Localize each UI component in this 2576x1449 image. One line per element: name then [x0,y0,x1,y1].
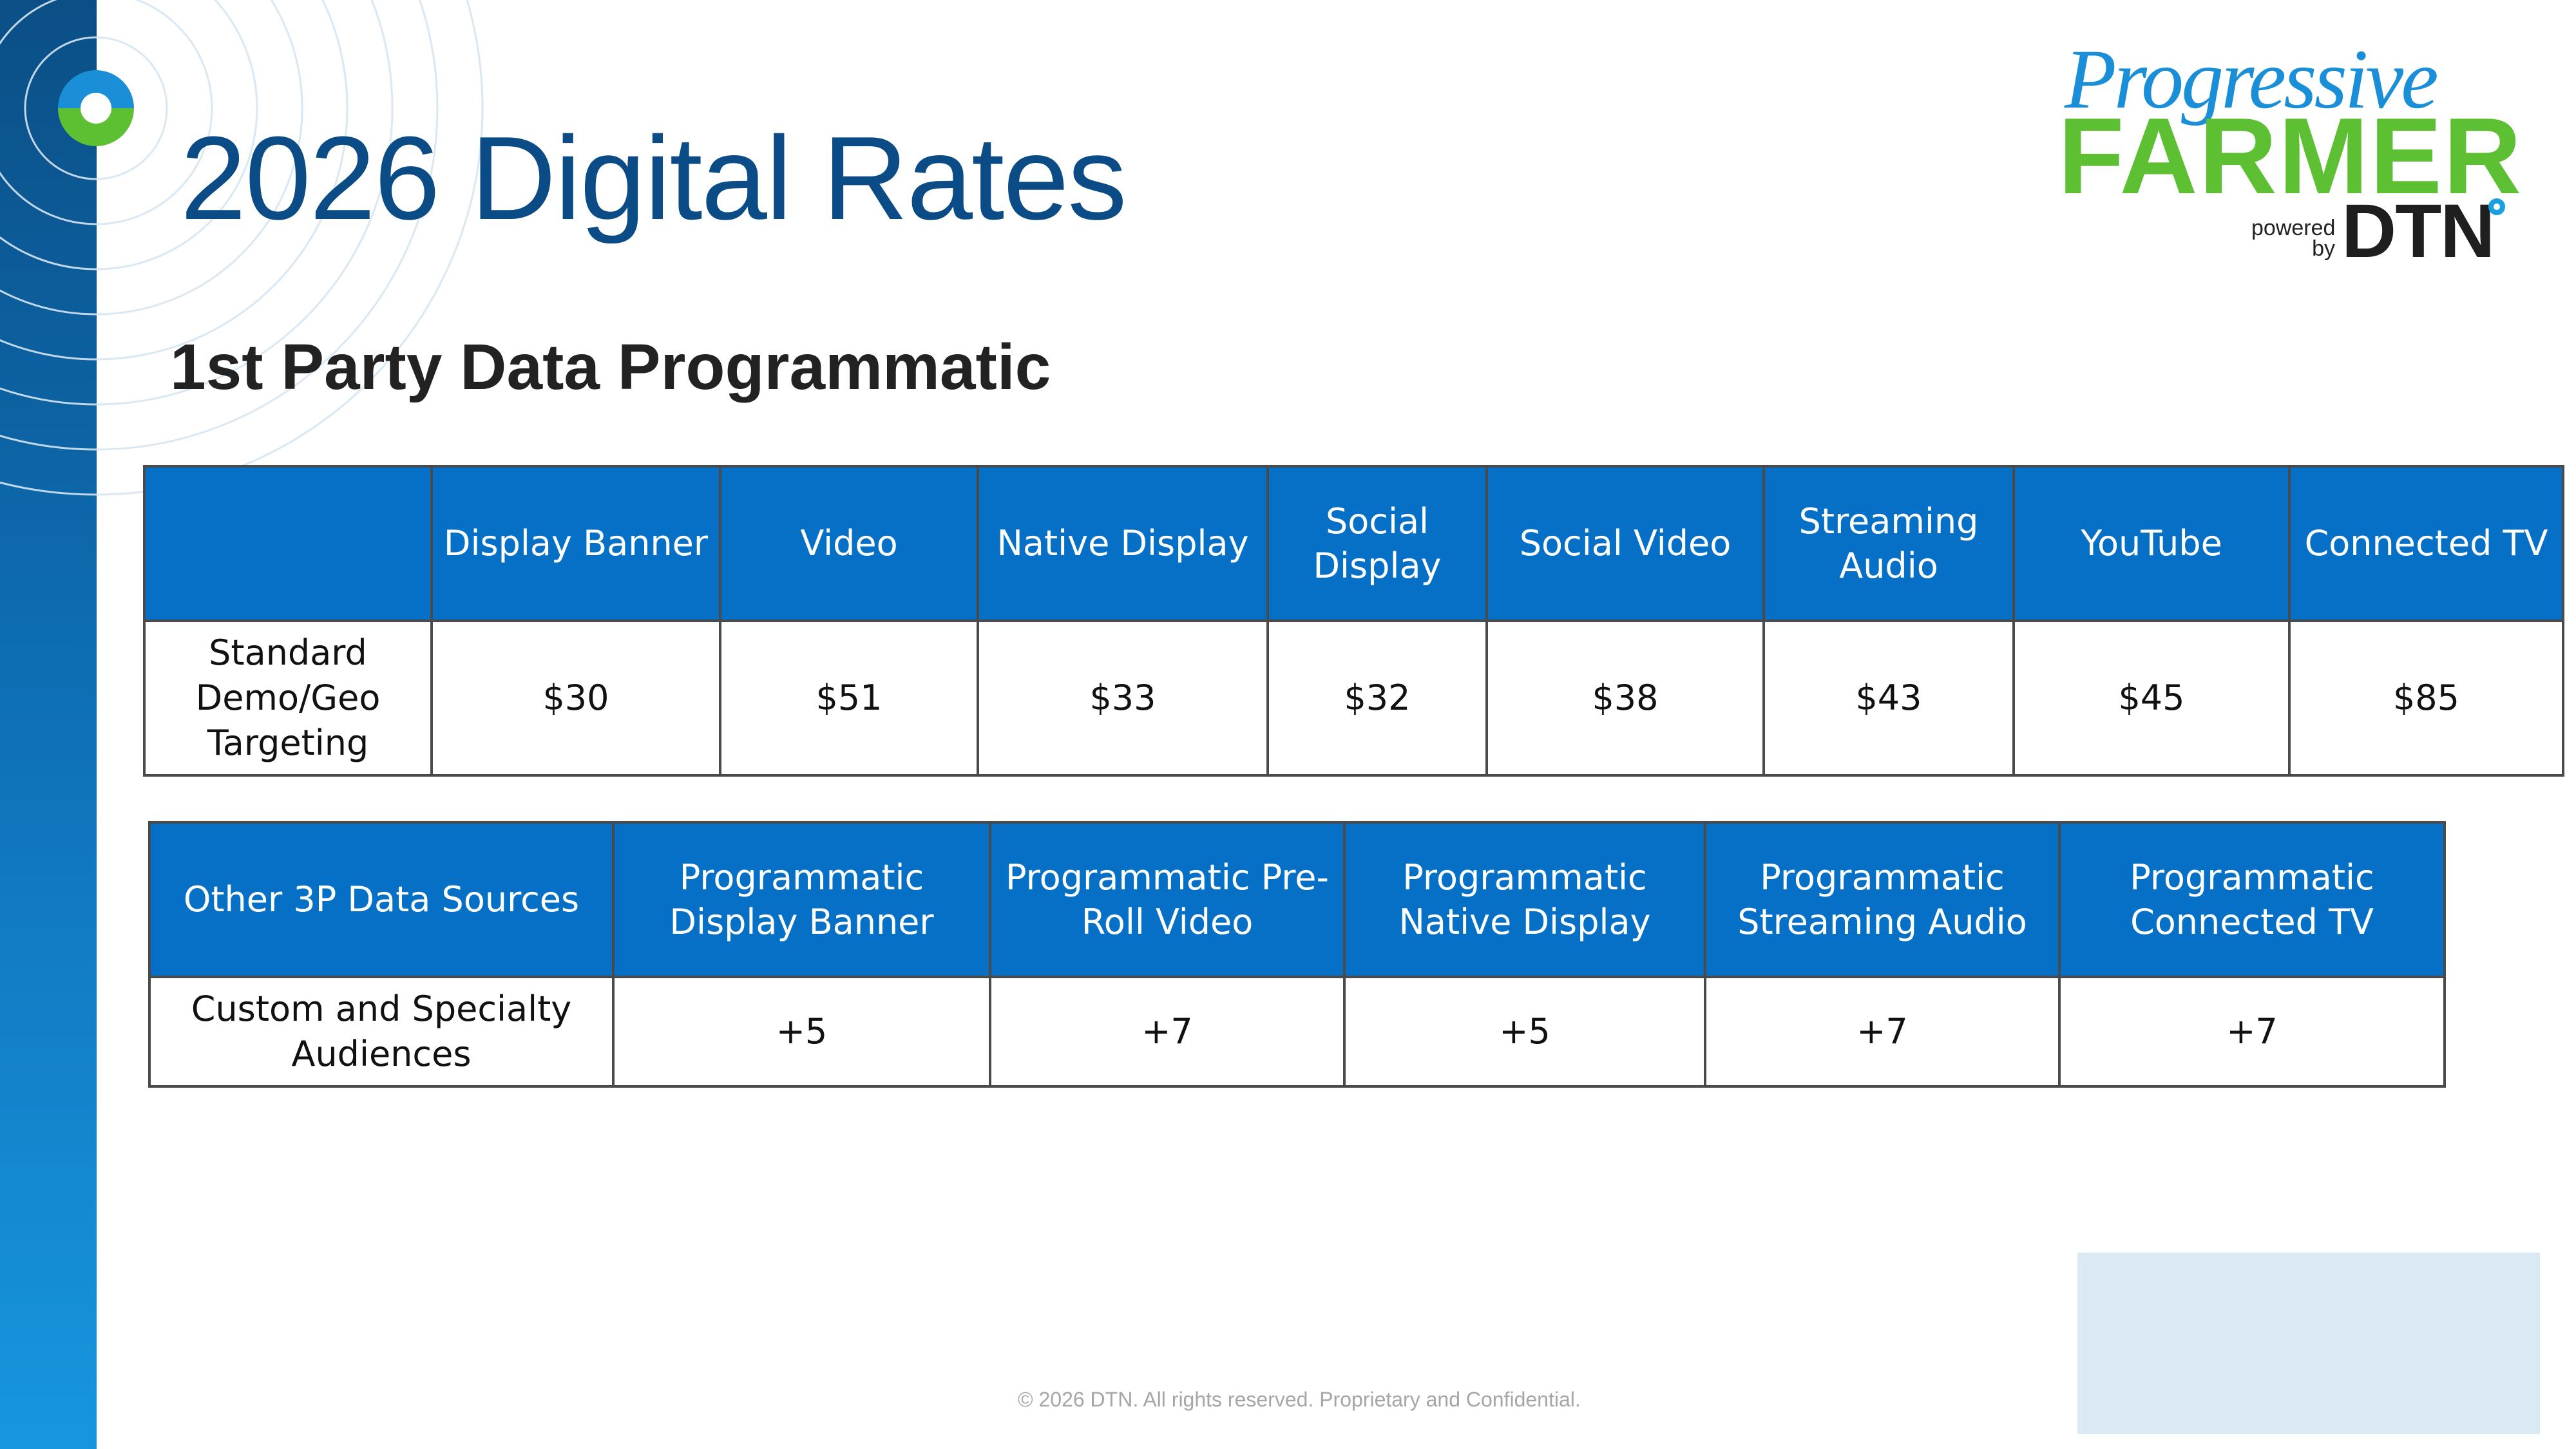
logo-powered-by: powered by [2251,216,2336,261]
rate-cell: $85 [2288,620,2564,777]
logo-powered-text: powered [2251,216,2336,240]
header-cell-social-video: Social Video [1485,465,1765,622]
header-cell-prog-streaming-audio: Programmatic Streaming Audio [1704,821,2061,978]
rate-cell: $33 [977,620,1269,777]
rate-cell: $32 [1266,620,1488,777]
header-cell-display-banner: Display Banner [430,465,721,622]
header-cell-social-display: Social Display [1266,465,1488,622]
surcharge-cell: +7 [2058,976,2446,1088]
first-party-rates-table: Display Banner Video Native Display Soci… [143,465,2564,777]
third-party-data-table: Other 3P Data Sources Programmatic Displ… [148,821,2446,1088]
brand-dot-icon [58,70,134,146]
table-row: Custom and Specialty Audiences +5 +7 +5 … [148,976,2446,1088]
logo-dtn-text: DTN [2342,189,2495,274]
header-cell-youtube: YouTube [2012,465,2291,622]
header-cell-prog-preroll-video: Programmatic Pre-Roll Video [989,821,1346,978]
rate-cell: $43 [1762,620,2015,777]
header-cell-corner [143,465,433,622]
header-cell-other-sources: Other 3P Data Sources [148,821,615,978]
table-header-row: Other 3P Data Sources Programmatic Displ… [148,821,2446,978]
decorative-rings [0,0,580,515]
rate-cell: $45 [2012,620,2291,777]
header-cell-connected-tv: Connected TV [2288,465,2564,622]
left-accent-bar [0,0,97,1449]
rate-cell: $38 [1485,620,1765,777]
table-row: Standard Demo/Geo Targeting $30 $51 $33 … [143,620,2564,777]
header-cell-native-display: Native Display [977,465,1269,622]
header-cell-prog-connected-tv: Programmatic Connected TV [2058,821,2446,978]
row-label-cell: Custom and Specialty Audiences [148,976,615,1088]
logo-farmer-text: FARMER [2058,95,2523,216]
copyright-footer: © 2026 DTN. All rights reserved. Proprie… [1018,1388,1581,1411]
page-title: 2026 Digital Rates [180,111,1127,244]
row-label-cell: Standard Demo/Geo Targeting [143,620,433,777]
header-cell-prog-native-display: Programmatic Native Display [1343,821,1706,978]
header-cell-prog-display-banner: Programmatic Display Banner [612,821,991,978]
surcharge-cell: +5 [1343,976,1706,1088]
logo-progressive-text: Progressive [2065,32,2439,126]
section-subtitle: 1st Party Data Programmatic [170,331,1051,403]
logo-by-text: by [2312,236,2335,261]
surcharge-cell: +7 [989,976,1346,1088]
rate-cell: $30 [430,620,721,777]
placeholder-box [2077,1253,2540,1434]
logo-ring-icon [2488,198,2505,215]
surcharge-cell: +5 [612,976,991,1088]
rate-cell: $51 [719,620,979,777]
header-cell-video: Video [719,465,979,622]
progressive-farmer-logo: Progressive FARMER powered by DTN [2058,32,2521,269]
surcharge-cell: +7 [1704,976,2061,1088]
table-header-row: Display Banner Video Native Display Soci… [143,465,2564,622]
header-cell-streaming-audio: Streaming Audio [1762,465,2015,622]
